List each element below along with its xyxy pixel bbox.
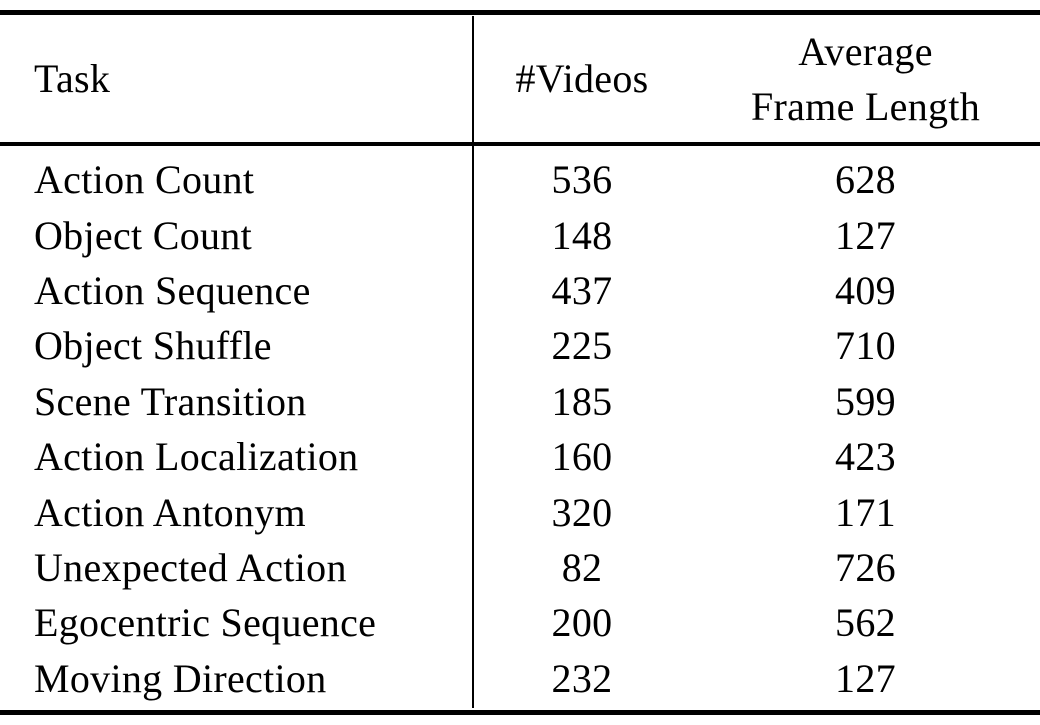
videos-cell: 200 — [551, 600, 613, 646]
table-row: Action Sequence 437 409 — [0, 263, 1040, 318]
table-column-separator — [472, 16, 474, 708]
table-row: Action Count 536 628 — [0, 152, 1040, 207]
table-mid-rule — [0, 142, 1040, 146]
header-cell-task: Task — [34, 56, 111, 101]
table-header-row: Task #Videos Average Frame Length — [0, 15, 1040, 142]
videos-cell: 160 — [551, 434, 613, 480]
videos-cell: 536 — [551, 157, 613, 203]
table-row: Object Count 148 127 — [0, 207, 1040, 262]
task-cell: Action Localization — [34, 434, 359, 480]
avg-frame-length-cell: 599 — [835, 378, 896, 424]
task-cell: Moving Direction — [34, 655, 327, 701]
avg-frame-length-cell: 171 — [835, 489, 896, 535]
avg-frame-length-cell: 710 — [835, 323, 896, 369]
task-cell: Unexpected Action — [34, 545, 347, 591]
task-cell: Scene Transition — [34, 378, 307, 424]
avg-frame-length-cell: 726 — [835, 545, 896, 591]
avg-frame-length-cell: 423 — [835, 434, 896, 480]
task-cell: Action Antonym — [34, 489, 306, 535]
table-row: Action Localization 160 423 — [0, 429, 1040, 484]
videos-cell: 148 — [551, 212, 613, 258]
avg-frame-length-cell: 127 — [835, 212, 896, 258]
avg-frame-length-cell: 127 — [835, 655, 896, 701]
videos-cell: 225 — [551, 323, 613, 369]
task-cell: Action Sequence — [34, 268, 311, 314]
header-cell-avg-frame-length: Average Frame Length — [691, 24, 1040, 134]
videos-cell: 437 — [551, 268, 613, 314]
videos-cell: 232 — [551, 655, 613, 701]
table-row: Unexpected Action 82 726 — [0, 540, 1040, 595]
task-cell: Egocentric Sequence — [34, 600, 377, 646]
header-cell-videos: #Videos — [515, 56, 649, 101]
task-cell: Action Count — [34, 157, 255, 203]
task-cell: Object Shuffle — [34, 323, 272, 369]
avg-frame-length-cell: 628 — [835, 157, 896, 203]
table-row: Action Antonym 320 171 — [0, 484, 1040, 539]
videos-cell: 82 — [561, 545, 603, 591]
avg-frame-length-cell: 562 — [835, 600, 896, 646]
videos-cell: 320 — [551, 489, 613, 535]
table-body: Action Count 536 628 Object Count 148 12… — [0, 146, 1040, 706]
table-top-rule — [0, 10, 1040, 15]
task-cell: Object Count — [34, 212, 253, 258]
header-avg-line2: Frame Length — [750, 83, 981, 129]
avg-frame-length-cell: 409 — [835, 268, 896, 314]
table-row: Egocentric Sequence 200 562 — [0, 595, 1040, 650]
table-row: Scene Transition 185 599 — [0, 374, 1040, 429]
table-row: Moving Direction 232 127 — [0, 651, 1040, 706]
table-bottom-rule — [0, 710, 1040, 715]
header-avg-line1: Average — [798, 28, 933, 74]
table-row: Object Shuffle 225 710 — [0, 318, 1040, 373]
videos-cell: 185 — [551, 378, 613, 424]
